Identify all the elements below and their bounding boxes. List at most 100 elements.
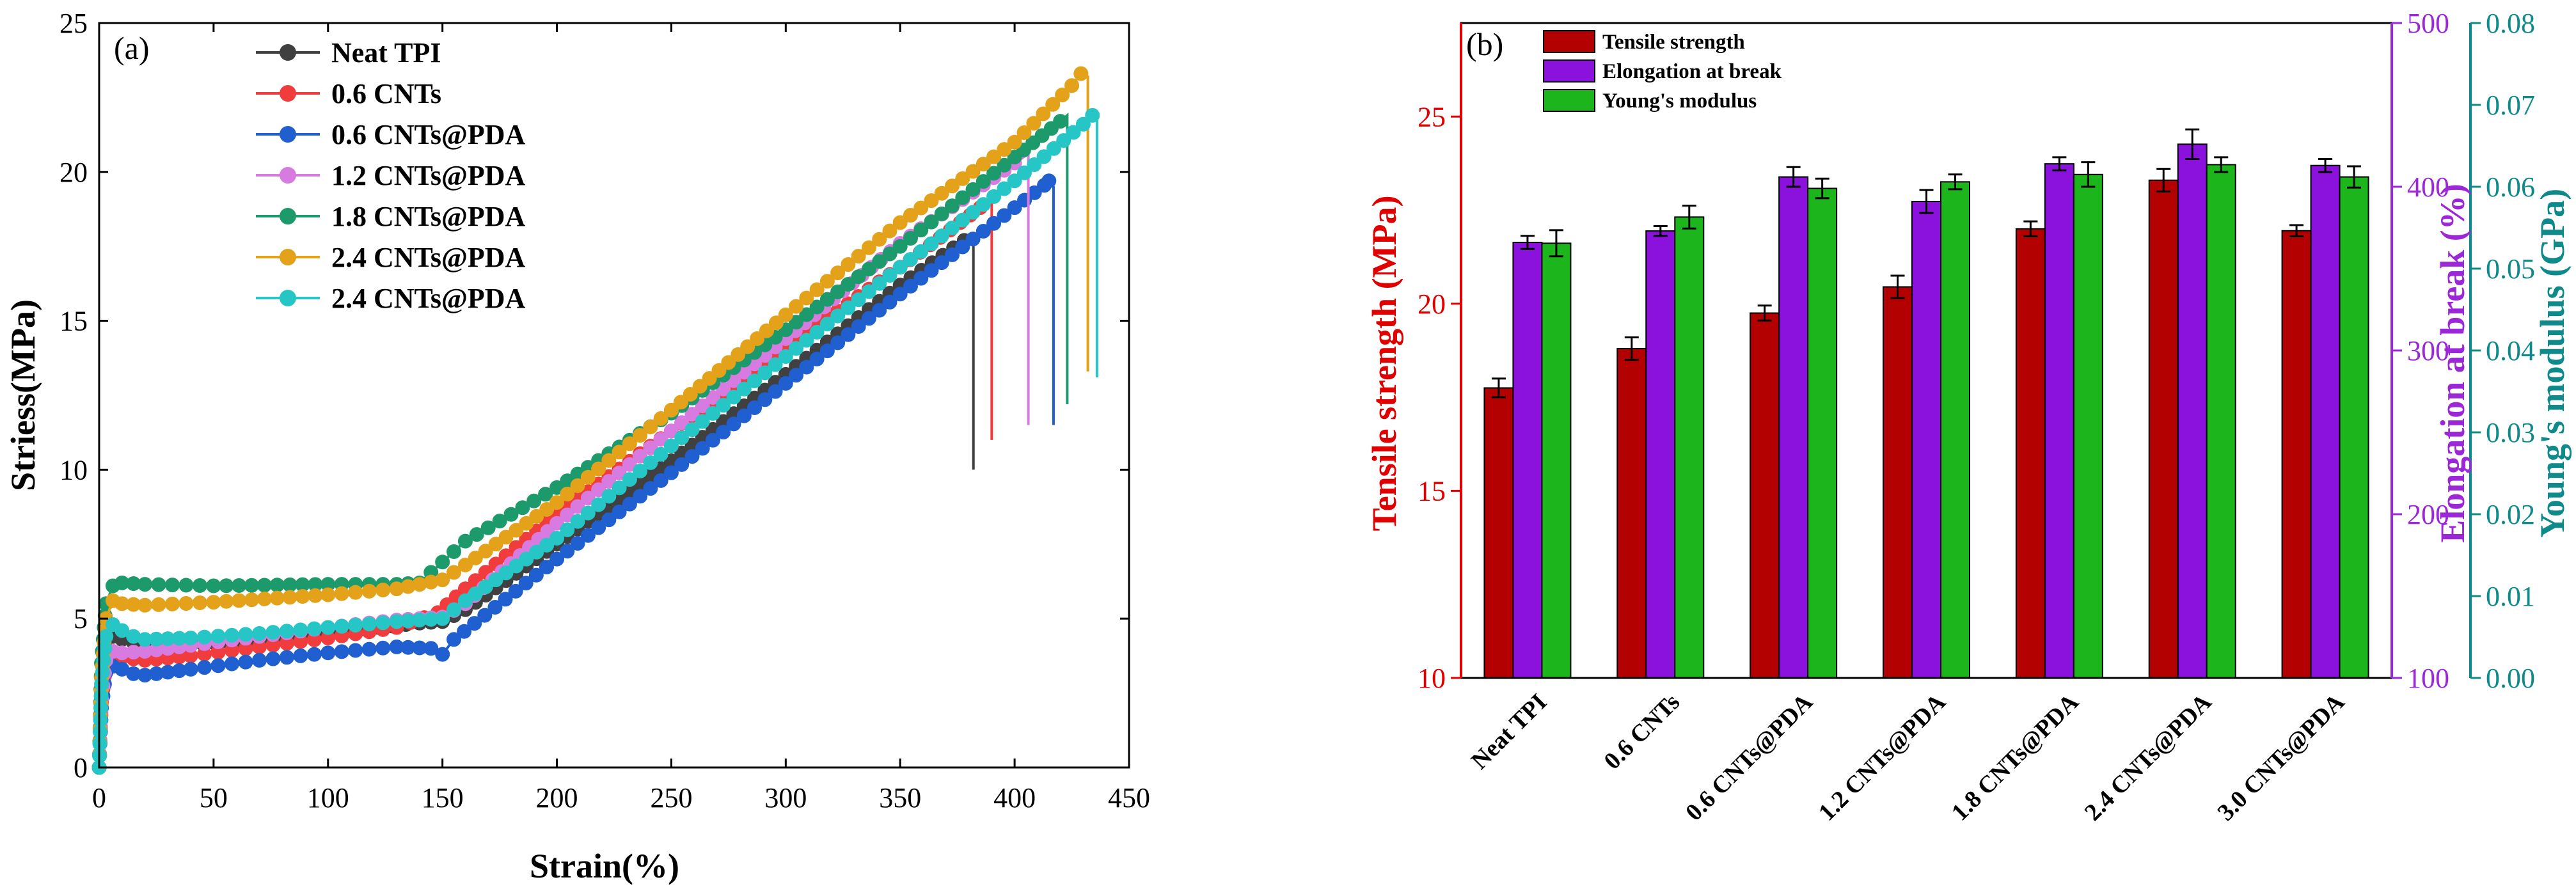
panel-label-b: (b) (1466, 26, 1503, 62)
left-tick-label: 15 (1418, 475, 1446, 507)
data-point (361, 583, 377, 599)
legend-label: 0.6 CNTs (331, 78, 441, 109)
data-point (446, 632, 462, 647)
data-point (612, 480, 627, 496)
data-point (560, 522, 575, 537)
data-point (872, 276, 887, 291)
legend-label: 1.2 CNTs@PDA (331, 160, 526, 191)
bar-young-s-modulus (1807, 187, 1838, 679)
data-point (965, 232, 981, 247)
data-point (435, 555, 450, 570)
bar-young-s-modulus (2206, 164, 2236, 679)
data-point (892, 239, 908, 254)
right2-tick-label: 0.01 (2486, 581, 2535, 612)
data-point (789, 368, 804, 383)
data-point (560, 544, 575, 559)
stress-strain-series (91, 66, 1100, 775)
bar-elongation-at-break (1911, 201, 1941, 679)
data-point (320, 620, 336, 635)
data-point (435, 572, 450, 588)
data-point (872, 254, 887, 269)
data-point (955, 239, 970, 255)
legend-label: 2.4 CNTs@PDA (331, 242, 526, 273)
panel-label-a: (a) (114, 30, 150, 66)
data-point (913, 200, 929, 216)
data-point (178, 578, 194, 593)
data-point (192, 578, 207, 594)
data-point (778, 375, 793, 391)
data-point (183, 630, 198, 645)
data-point (1055, 88, 1070, 103)
data-point (653, 446, 668, 462)
data-point (361, 641, 377, 657)
data-point (633, 464, 648, 479)
right2-tick-label: 0.05 (2486, 253, 2535, 285)
legend-swatch (1543, 89, 1595, 112)
data-point (1036, 106, 1051, 122)
data-point (591, 461, 606, 476)
bar-tensile-strength (2015, 228, 2046, 679)
right2-tick-label: 0.08 (2486, 8, 2535, 39)
data-point (789, 299, 804, 314)
data-point (601, 453, 617, 468)
data-point (1041, 173, 1057, 189)
legend-label: 1.8 CNTs@PDA (331, 201, 526, 232)
bar-tensile-strength (1883, 286, 1913, 679)
data-point (997, 157, 1012, 173)
data-point (257, 578, 272, 593)
data-point (924, 263, 939, 278)
data-point (446, 544, 462, 559)
data-point (851, 248, 866, 264)
data-point (851, 269, 866, 285)
data-point (457, 533, 473, 549)
data-point (945, 220, 960, 235)
data-point (570, 514, 585, 529)
data-point (519, 551, 534, 567)
right2-tick-label: 0.04 (2486, 335, 2535, 366)
data-point (334, 618, 349, 634)
data-point (334, 586, 349, 601)
data-point (965, 205, 981, 220)
plot-a-legend: Neat TPI 0.6 CNTs 0.6 CNTs@PDA 1.2 CNTs@PDA… (256, 37, 526, 314)
data-point (872, 232, 887, 247)
data-point (633, 489, 648, 504)
right2-tick-label: 0.00 (2486, 663, 2535, 694)
data-point (913, 271, 929, 286)
data-point (478, 544, 493, 559)
data-point (178, 595, 194, 611)
data-point (580, 505, 596, 521)
y-tick-label: 15 (59, 306, 88, 337)
x-tick-label: 400 (993, 782, 1036, 814)
data-point (809, 351, 825, 366)
data-point (539, 501, 555, 517)
data-point (955, 190, 970, 205)
data-point (924, 236, 939, 251)
data-point (580, 469, 596, 485)
left-axis-title-b: Tensile strength (MPa) (1365, 196, 1403, 531)
y-tick-label: 25 (59, 8, 88, 39)
data-point (934, 228, 949, 244)
data-point (903, 252, 918, 267)
data-point (924, 193, 939, 208)
right2-tick-label: 0.03 (2486, 417, 2535, 448)
data-point (492, 514, 507, 529)
data-point (477, 608, 493, 623)
data-point (819, 292, 835, 307)
legend-marker (280, 85, 296, 102)
data-point (851, 292, 866, 308)
data-point (789, 341, 804, 356)
data-point (1066, 125, 1081, 140)
data-point (526, 493, 542, 508)
y-tick-label: 0 (74, 752, 88, 783)
data-point (251, 652, 267, 668)
data-point (684, 449, 700, 464)
data-point (612, 504, 627, 519)
data-point (663, 423, 679, 439)
data-point (945, 247, 960, 262)
data-point (306, 621, 322, 636)
data-point (238, 627, 253, 642)
data-point (498, 530, 514, 545)
data-point (633, 428, 648, 443)
data-point (1036, 149, 1052, 164)
legend-label: Neat TPI (331, 37, 441, 68)
